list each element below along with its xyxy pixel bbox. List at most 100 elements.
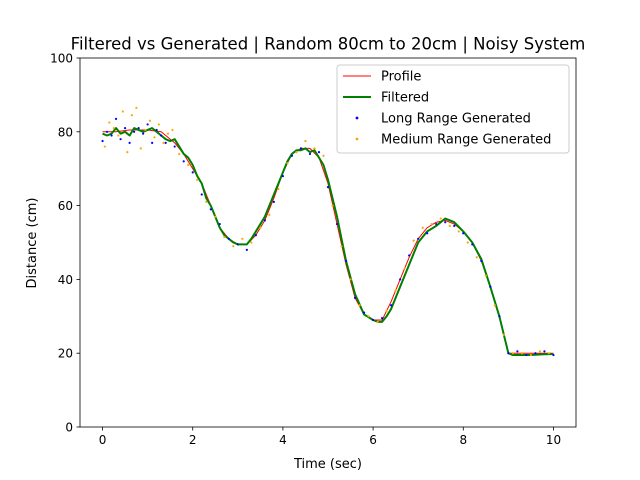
medium-range-generated-point — [340, 245, 343, 248]
long-range-generated-point — [426, 232, 429, 235]
medium-range-generated-point — [223, 235, 226, 239]
medium-range-generated-point — [162, 141, 165, 144]
long-range-generated-point — [453, 224, 456, 227]
medium-range-generated-point — [412, 239, 415, 242]
y-tick-label: 0 — [65, 421, 73, 435]
medium-range-generated-point — [394, 289, 397, 292]
long-range-generated-point — [146, 123, 149, 126]
y-tick-label: 20 — [58, 347, 73, 361]
x-tick-label: 4 — [279, 433, 287, 447]
long-range-generated-point — [155, 128, 158, 132]
long-range-generated-point — [326, 186, 330, 189]
medium-range-generated-point — [547, 352, 551, 355]
long-range-generated-point — [381, 317, 384, 320]
medium-range-generated-point — [385, 309, 388, 312]
y-tick-label: 80 — [58, 125, 73, 139]
medium-range-generated-point — [187, 163, 190, 167]
x-tick-label: 10 — [546, 433, 561, 447]
medium-range-generated-point — [157, 123, 161, 126]
long-range-generated-point — [444, 221, 447, 224]
long-range-generated-point — [281, 174, 285, 178]
medium-range-generated-point — [117, 134, 120, 137]
medium-range-generated-point — [108, 121, 111, 124]
long-range-generated-point — [471, 243, 474, 246]
medium-range-generated-point — [112, 127, 115, 130]
medium-range-generated-point — [250, 241, 253, 244]
medium-range-generated-point — [502, 333, 505, 336]
long-range-generated-point — [344, 259, 348, 263]
axes-frame — [79, 57, 577, 428]
long-range-generated-point — [105, 130, 109, 133]
long-range-generated-point — [119, 138, 122, 141]
medium-range-generated-point — [466, 241, 469, 244]
long-range-generated-point — [160, 134, 163, 137]
y-axis-label: Distance (cm) — [25, 198, 40, 289]
medium-range-generated-point — [166, 132, 170, 135]
medium-range-generated-point — [259, 226, 262, 229]
long-range-generated-point — [525, 353, 528, 357]
medium-range-generated-point — [475, 256, 478, 259]
medium-range-generated-point — [358, 304, 361, 307]
long-range-generated-point — [308, 152, 312, 156]
long-range-generated-point — [543, 350, 546, 353]
long-range-generated-point — [552, 353, 555, 357]
long-range-generated-point — [142, 132, 145, 135]
long-range-generated-point — [200, 193, 203, 196]
long-range-generated-point — [227, 237, 230, 240]
long-range-generated-point — [101, 139, 104, 143]
long-range-generated-point — [353, 296, 357, 299]
medium-range-generated-point — [153, 136, 156, 139]
medium-range-generated-point — [144, 128, 147, 132]
long-range-generated-point — [534, 352, 537, 355]
medium-range-generated-point — [430, 222, 433, 226]
x-tick-label: 0 — [99, 433, 107, 447]
long-range-generated-point — [272, 200, 275, 204]
long-range-generated-point — [408, 254, 411, 257]
long-range-generated-point — [516, 350, 519, 353]
long-range-generated-point — [498, 315, 501, 318]
medium-range-generated-point — [232, 245, 235, 248]
long-range-generated-point — [480, 259, 483, 263]
long-range-generated-point — [362, 311, 366, 314]
medium-range-generated-point — [322, 154, 325, 157]
medium-range-generated-point — [139, 147, 142, 150]
medium-range-generated-point — [376, 320, 379, 323]
legend: Profile Filtered Long Range Generated Mediu… — [336, 64, 570, 154]
long-range-generated-point — [209, 208, 212, 211]
legend-label-medium-range-generated: Medium Range Generated — [381, 133, 551, 148]
medium-range-generated-point — [241, 237, 244, 240]
long-range-generated-point — [507, 352, 510, 355]
medium-range-generated-point — [304, 139, 307, 143]
medium-range-generated-point — [331, 204, 334, 207]
legend-label-long-range-generated: Long Range Generated — [381, 112, 531, 127]
medium-range-generated-point — [511, 352, 514, 355]
long-range-generated-point — [317, 150, 321, 154]
y-tick-label: 100 — [50, 52, 73, 66]
medium-range-generated-point — [214, 215, 217, 218]
long-range-generated-point — [123, 127, 127, 130]
medium-range-generated-point — [205, 200, 208, 204]
medium-range-generated-point — [520, 352, 523, 355]
long-range-generated-point — [435, 222, 438, 226]
medium-range-generated-point — [349, 278, 352, 281]
long-range-generated-point — [173, 145, 176, 148]
long-range-generated-point — [137, 127, 140, 130]
long-range-generated-point — [489, 285, 492, 288]
plot-area — [101, 106, 555, 357]
medium-range-generated-point — [148, 119, 151, 122]
long-range-generated-point — [236, 243, 239, 246]
legend-label-filtered: Filtered — [381, 91, 429, 106]
long-range-generated-point — [290, 154, 294, 157]
y-tick-label: 60 — [58, 199, 73, 213]
long-range-generated-point — [164, 141, 167, 144]
legend-box — [336, 64, 570, 154]
medium-range-generated-point — [448, 224, 451, 227]
medium-range-generated-point — [268, 213, 271, 216]
long-range-generated-point — [151, 141, 154, 144]
medium-range-generated-point — [529, 353, 533, 357]
long-range-generated-point — [462, 232, 465, 235]
x-tick-label: 6 — [369, 433, 377, 447]
long-range-generated-point — [128, 141, 131, 144]
